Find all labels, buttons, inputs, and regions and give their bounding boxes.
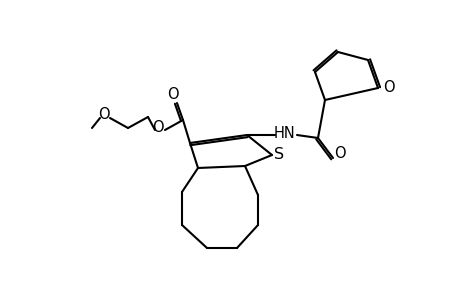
- Text: S: S: [274, 146, 284, 161]
- Text: HN: HN: [274, 125, 295, 140]
- Text: O: O: [333, 146, 345, 160]
- Text: O: O: [382, 80, 394, 94]
- Text: O: O: [98, 106, 110, 122]
- Text: O: O: [152, 119, 163, 134]
- Text: O: O: [167, 86, 179, 101]
